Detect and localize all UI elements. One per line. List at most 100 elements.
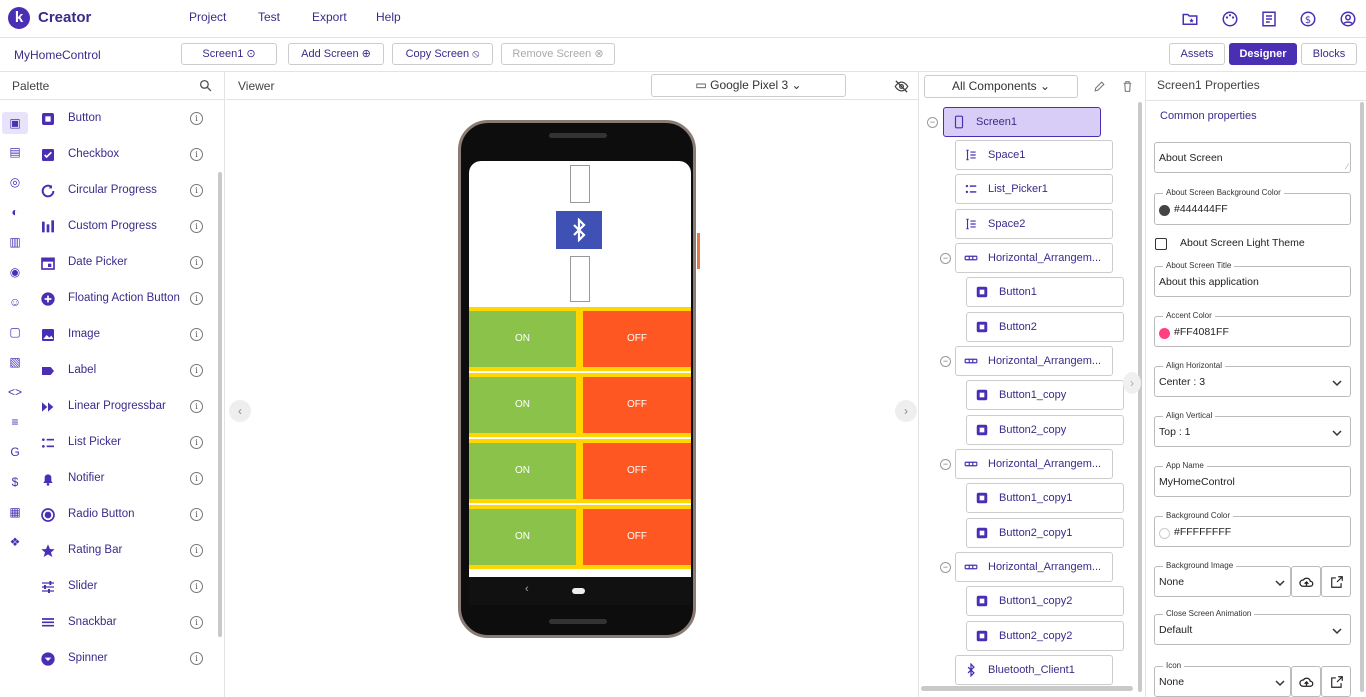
info-icon[interactable]: i: [190, 256, 203, 269]
info-icon[interactable]: i: [190, 544, 203, 557]
delete-icon[interactable]: [1121, 80, 1134, 93]
palette-item-floating-action-button[interactable]: Floating Action Button i: [38, 289, 208, 309]
align-vertical-select[interactable]: Align Vertical Top : 1: [1154, 411, 1351, 447]
menu-help[interactable]: Help: [376, 10, 401, 24]
sensors-icon[interactable]: ◉: [9, 265, 21, 279]
palette-icon[interactable]: [1221, 10, 1239, 28]
collapse-toggle-icon[interactable]: −: [940, 356, 951, 367]
about-title-field[interactable]: About Screen Title About this applicatio…: [1154, 261, 1351, 297]
menu-export[interactable]: Export: [312, 10, 347, 24]
palette-item-image[interactable]: Image i: [38, 325, 208, 345]
component-node-button2-copy[interactable]: Button2_copy: [966, 415, 1124, 445]
connectivity-icon[interactable]: ▧: [9, 355, 21, 369]
palette-item-list-picker[interactable]: List Picker i: [38, 433, 208, 453]
off-button[interactable]: OFF: [583, 377, 691, 433]
info-icon[interactable]: i: [190, 220, 203, 233]
list-picker-preview[interactable]: [556, 211, 602, 249]
menu-project[interactable]: Project: [189, 10, 227, 24]
device-select[interactable]: ▭ Google Pixel 3 ⌄: [651, 74, 846, 97]
component-node-space2[interactable]: Space2: [955, 209, 1113, 239]
menu-test[interactable]: Test: [258, 10, 281, 24]
collapse-toggle-icon[interactable]: −: [927, 117, 938, 128]
screen-select[interactable]: Screen1 ⊙: [181, 43, 277, 65]
palette-item-notifier[interactable]: Notifier i: [38, 469, 208, 489]
info-icon[interactable]: i: [190, 616, 203, 629]
tree-v-scrollbar[interactable]: [1138, 102, 1142, 692]
palette-item-linear-progressbar[interactable]: Linear Progressbar i: [38, 397, 208, 417]
palette-item-radio-button[interactable]: Radio Button i: [38, 505, 208, 525]
background-color-field[interactable]: Background Color #FFFFFFFF: [1154, 511, 1351, 547]
assets-button[interactable]: Assets: [1169, 43, 1225, 65]
component-node-screen1[interactable]: Screen1: [943, 107, 1101, 137]
palette-item-button[interactable]: Button i: [38, 109, 208, 129]
drawing-icon[interactable]: ◐: [11, 205, 19, 219]
accent-color-field[interactable]: Accent Color #FF4081FF: [1154, 311, 1351, 347]
on-button[interactable]: ON: [469, 443, 576, 499]
palette-item-date-picker[interactable]: Date Picker i: [38, 253, 208, 273]
open-icon-button[interactable]: [1321, 666, 1351, 697]
on-button[interactable]: ON: [469, 377, 576, 433]
maps-icon[interactable]: ▥: [9, 235, 21, 249]
layout-icon[interactable]: ▤: [9, 145, 21, 159]
account-icon[interactable]: [1339, 10, 1357, 28]
collapse-arrow-icon[interactable]: ›: [1123, 372, 1141, 394]
storage-icon[interactable]: ▢: [9, 325, 21, 339]
component-node-button2-copy2[interactable]: Button2_copy2: [966, 621, 1124, 651]
component-node-bluetooth-client1[interactable]: Bluetooth_Client1: [955, 655, 1113, 685]
about-screen-field[interactable]: About Screen ∕: [1154, 142, 1351, 173]
properties-scrollbar[interactable]: [1360, 102, 1364, 692]
palette-item-rating-bar[interactable]: Rating Bar i: [38, 541, 208, 561]
about-bg-color-field[interactable]: About Screen Background Color #444444FF: [1154, 188, 1351, 225]
info-icon[interactable]: i: [190, 508, 203, 521]
off-button[interactable]: OFF: [583, 443, 691, 499]
info-icon[interactable]: i: [190, 652, 203, 665]
upload-icon-button[interactable]: [1291, 666, 1321, 697]
component-node-horizontal-arrangem[interactable]: Horizontal_Arrangem...: [955, 449, 1113, 479]
palette-item-circular-progress[interactable]: Circular Progress i: [38, 181, 208, 201]
horizontal-arrangement-preview[interactable]: ON OFF: [469, 373, 691, 437]
component-node-button1-copy1[interactable]: Button1_copy1: [966, 483, 1124, 513]
info-icon[interactable]: i: [190, 292, 203, 305]
collapse-toggle-icon[interactable]: −: [940, 459, 951, 470]
palette-scrollbar[interactable]: [218, 172, 222, 637]
code-icon[interactable]: <>: [7, 385, 22, 399]
palette-item-checkbox[interactable]: Checkbox i: [38, 145, 208, 165]
resize-handle-icon[interactable]: ∕: [1346, 162, 1348, 171]
light-theme-checkbox[interactable]: [1155, 238, 1167, 250]
component-node-space1[interactable]: Space1: [955, 140, 1113, 170]
social-icon[interactable]: ☺: [8, 295, 22, 309]
book-icon[interactable]: [1260, 10, 1278, 28]
collapse-toggle-icon[interactable]: −: [940, 562, 951, 573]
component-node-horizontal-arrangem[interactable]: Horizontal_Arrangem...: [955, 552, 1113, 582]
info-icon[interactable]: i: [190, 400, 203, 413]
space1-preview[interactable]: [570, 165, 590, 203]
feed-icon[interactable]: ≡: [11, 415, 19, 429]
component-node-button1-copy2[interactable]: Button1_copy2: [966, 586, 1124, 616]
space2-preview[interactable]: [570, 256, 590, 302]
background-image-select[interactable]: Background Image None: [1154, 561, 1291, 597]
component-node-button2[interactable]: Button2: [966, 312, 1124, 342]
add-screen-button[interactable]: Add Screen ⊕: [288, 43, 384, 65]
info-icon[interactable]: i: [190, 472, 203, 485]
info-icon[interactable]: i: [190, 364, 203, 377]
align-horizontal-select[interactable]: Align Horizontal Center : 3: [1154, 361, 1351, 397]
designer-button[interactable]: Designer: [1229, 43, 1297, 65]
info-icon[interactable]: i: [190, 580, 203, 593]
horizontal-arrangement-preview[interactable]: ON OFF: [469, 307, 691, 371]
components-filter-select[interactable]: All Components ⌄: [924, 75, 1078, 98]
component-node-button1-copy[interactable]: Button1_copy: [966, 380, 1124, 410]
prev-arrow-icon[interactable]: ‹: [229, 400, 251, 422]
palette-item-custom-progress[interactable]: Custom Progress i: [38, 217, 208, 237]
extensions-grid-icon[interactable]: ▦: [9, 505, 21, 519]
search-icon[interactable]: [199, 79, 212, 92]
dollar-icon[interactable]: $: [1299, 10, 1317, 28]
user-interface-icon[interactable]: ▣: [2, 112, 28, 134]
info-icon[interactable]: i: [190, 436, 203, 449]
app-name-field[interactable]: App Name MyHomeControl: [1154, 461, 1351, 497]
open-bg-image-button[interactable]: [1321, 566, 1351, 597]
next-arrow-icon[interactable]: ›: [895, 400, 917, 422]
palette-item-snackbar[interactable]: Snackbar i: [38, 613, 208, 633]
on-button[interactable]: ON: [469, 311, 576, 367]
component-node-button2-copy1[interactable]: Button2_copy1: [966, 518, 1124, 548]
media-icon[interactable]: ◎: [9, 175, 21, 189]
